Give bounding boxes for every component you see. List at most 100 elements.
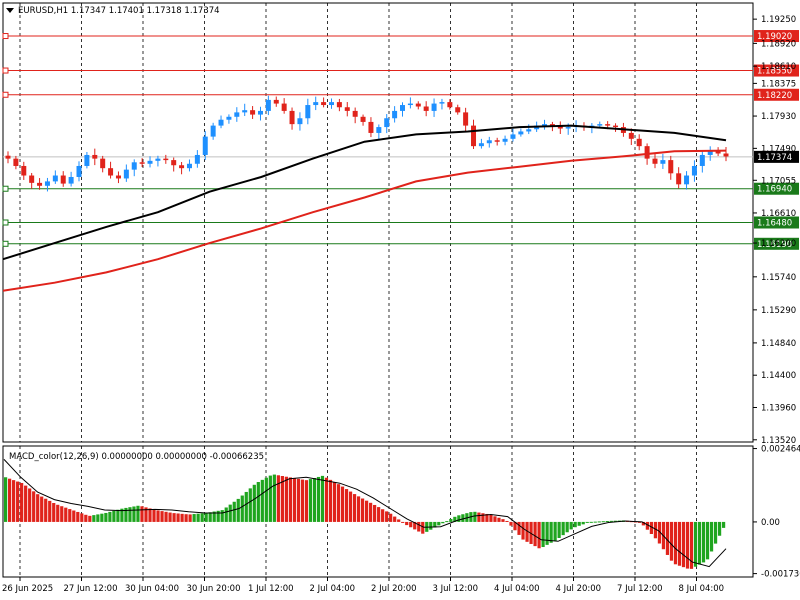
price-level-label: 1.18220 — [757, 91, 792, 101]
bear-candle — [336, 102, 342, 108]
price-level-marker — [2, 33, 9, 40]
bear-candle — [289, 110, 295, 125]
macd-bar — [212, 511, 216, 522]
bear-candle — [250, 110, 256, 115]
macd-bar — [701, 521, 706, 563]
macd-bar — [365, 500, 369, 522]
time-tick-label: 27 Jun 12:00 — [64, 584, 118, 594]
macd-bar — [381, 509, 385, 522]
macd-bar — [517, 521, 521, 535]
bear-candle — [636, 138, 642, 147]
macd-bar — [140, 506, 144, 522]
macd-layer — [3, 459, 727, 569]
macd-bar — [312, 478, 317, 522]
macd-bar — [220, 510, 224, 522]
macd-bar — [501, 519, 505, 522]
time-axis[interactable]: 26 Jun 2025 27 Jun 12:00 30 Jun 04:00 30 Ju… — [2, 577, 724, 594]
macd-tick-label: 0.00 — [761, 518, 780, 528]
macd-bar — [144, 507, 148, 522]
bear-candle — [37, 182, 43, 186]
macd-bar — [204, 512, 208, 522]
macd-bar — [264, 477, 268, 522]
macd-bar — [280, 475, 284, 522]
bear-candle — [273, 99, 279, 104]
macd-bar — [208, 512, 212, 522]
macd-bar — [717, 521, 722, 536]
macd-bar — [300, 479, 305, 522]
price-level-label: 1.16480 — [757, 219, 792, 229]
macd-bar — [681, 521, 686, 568]
macd-bar — [260, 479, 264, 522]
bull-candle — [431, 103, 437, 111]
macd-bar — [389, 513, 393, 522]
price-tick-label: 1.18920 — [761, 39, 796, 49]
price-level-label: 1.18550 — [757, 67, 792, 77]
bull-candle — [226, 116, 232, 120]
macd-bar — [589, 521, 593, 523]
bear-candle — [605, 124, 611, 126]
macd-bar — [100, 513, 104, 522]
macd-bar — [641, 521, 645, 526]
bull-candle — [202, 136, 208, 155]
macd-bar — [565, 521, 569, 533]
price-tick-label: 1.19250 — [761, 15, 796, 25]
macd-bar — [16, 481, 20, 522]
time-tick-label: 7 Jul 12:00 — [617, 584, 663, 594]
bull-candle — [186, 163, 192, 169]
bull-candle — [400, 105, 406, 111]
macd-signal-line — [3, 459, 727, 568]
macd-bar — [433, 521, 437, 528]
macd-bar — [160, 511, 164, 522]
macd-bar — [449, 518, 453, 522]
macd-bar — [292, 478, 297, 522]
price-axis[interactable]: 1.19250 1.18920 1.18610 1.18375 1.17930 1.174… — [753, 15, 796, 446]
macd-bar — [665, 521, 670, 555]
bull-candle — [392, 110, 398, 119]
macd-bar — [457, 515, 461, 522]
macd-bar — [240, 495, 244, 522]
price-tick-label: 1.13960 — [761, 403, 796, 413]
macd-bar — [561, 521, 565, 536]
ma-fast-line — [2, 124, 727, 261]
macd-bar — [76, 511, 80, 522]
price-level-label: 1.16940 — [757, 185, 792, 195]
price-level-badge — [754, 182, 799, 195]
macd-bar — [8, 478, 12, 522]
bear-candle — [447, 102, 453, 108]
bear-candle — [557, 125, 563, 129]
macd-bar — [68, 509, 72, 522]
macd-bar — [693, 521, 698, 567]
macd-bar — [541, 521, 545, 548]
chart-menu-triangle-icon[interactable] — [6, 8, 14, 13]
bull-candle — [376, 127, 382, 133]
price-tick-label: 1.14400 — [761, 371, 796, 381]
macd-bar — [657, 521, 662, 544]
macd-bar — [256, 482, 260, 522]
macd-bar — [24, 485, 28, 522]
macd-bar — [60, 506, 64, 522]
macd-bar — [417, 521, 421, 532]
macd-bar — [288, 477, 292, 522]
bull-candle — [194, 154, 200, 164]
bear-candle — [723, 153, 729, 157]
price-tick-label: 1.17055 — [761, 176, 796, 186]
bull-candle — [297, 118, 303, 125]
price-level-badge — [754, 216, 799, 229]
macd-bar — [224, 507, 228, 522]
bull-candle — [439, 102, 445, 104]
bull-candle — [526, 129, 532, 132]
bull-candle — [44, 181, 50, 186]
macd-bar — [104, 512, 108, 522]
macd-bar — [272, 474, 276, 522]
macd-bar — [12, 480, 16, 522]
macd-bar — [228, 504, 232, 522]
macd-bar — [336, 484, 341, 522]
macd-bar — [369, 502, 373, 522]
macd-bar — [577, 521, 581, 526]
bull-candle — [660, 160, 666, 164]
bear-candle — [549, 124, 555, 126]
time-tick-label: 8 Jul 04:00 — [679, 584, 725, 594]
macd-tick-label: -0.001736 — [761, 570, 800, 580]
bull-candle — [265, 99, 271, 111]
